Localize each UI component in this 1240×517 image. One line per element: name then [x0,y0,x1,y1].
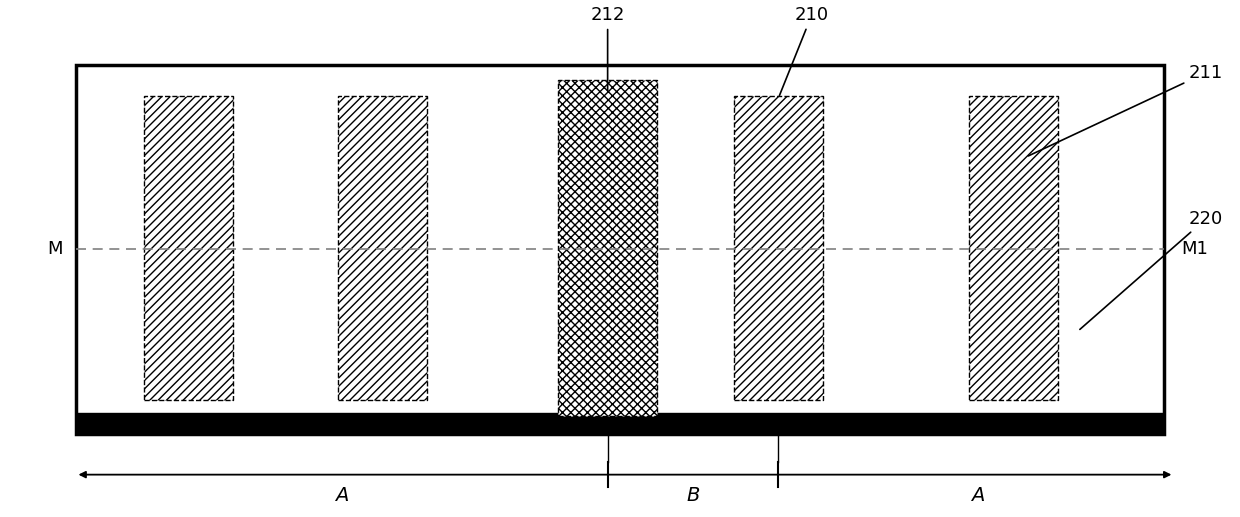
Text: M: M [48,240,63,258]
Text: A: A [335,485,348,505]
Text: M1: M1 [1182,240,1209,258]
Text: 210: 210 [780,6,828,96]
Text: 211: 211 [1028,64,1224,156]
Text: A: A [971,485,985,505]
Bar [76,413,1164,434]
Text: B: B [686,485,699,505]
Text: 212: 212 [590,6,625,90]
Bar [558,80,657,416]
Bar [734,96,823,400]
Text: 220: 220 [1080,209,1224,329]
Bar [76,65,1164,434]
Bar [968,96,1058,400]
Bar [144,96,233,400]
Bar [339,96,427,400]
